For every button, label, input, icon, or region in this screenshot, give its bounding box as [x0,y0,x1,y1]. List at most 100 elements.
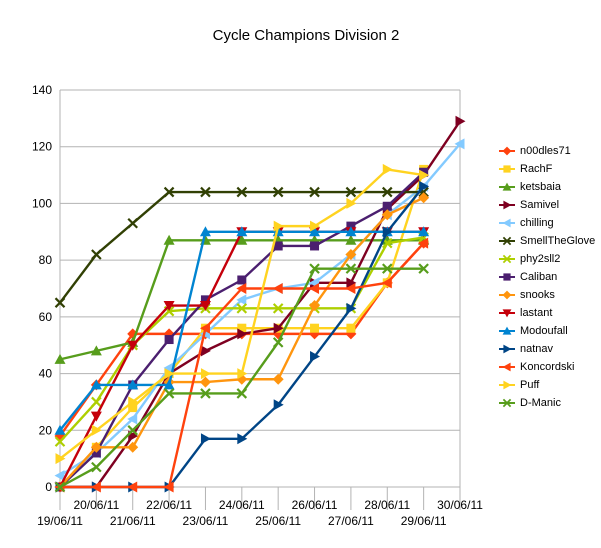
series-D-Manic [54,263,429,493]
legend-item: n00dles71 [498,142,598,160]
data-point [237,323,247,333]
data-point [309,283,320,294]
data-point [310,323,320,333]
data-point [418,226,430,237]
legend-item: Modoufall [498,322,598,340]
y-tick-label: 140 [32,83,52,97]
data-point [237,328,248,340]
data-point [237,433,248,445]
data-point [127,340,139,351]
data-point [163,362,174,374]
data-point [502,362,511,372]
data-point [91,424,102,436]
data-point [502,218,511,228]
legend-label: ketsbaia [520,181,561,193]
axis-layer: 0 20 40 60 80 100 120 140 19/06/11 20/06/11 21/06/… [32,83,483,528]
data-point [418,263,429,274]
legend-swatch [499,344,515,354]
data-point [163,301,175,312]
data-point [90,441,102,453]
legend-label: SmellTheGlove [520,235,596,247]
data-point [200,186,211,198]
data-point [237,275,247,285]
data-point [200,368,211,380]
legend-swatch-marker [502,309,512,318]
y-tick-label: 60 [39,310,53,324]
x-tick-label: 28/06/11 [364,498,410,512]
data-point [272,303,284,314]
data-point [163,481,174,493]
data-point [418,192,430,204]
data-point [164,335,174,345]
data-point [419,169,430,181]
y-tick-label: 120 [32,140,52,154]
data-point [503,200,512,210]
data-point [91,461,102,473]
data-point [502,326,512,335]
legend-swatch [499,254,515,264]
legend-label: Caliban [520,271,558,283]
data-point [382,163,393,175]
series-line [59,143,461,477]
data-point [345,263,357,274]
legend-swatch [499,273,515,281]
data-point [502,309,512,318]
legend-item: SmellTheGlove [498,232,598,250]
data-point [91,249,102,260]
data-point [200,433,211,445]
data-point [199,322,210,334]
data-point [54,297,66,308]
legend-swatch [499,236,515,246]
data-point [236,294,247,306]
data-point [127,218,139,229]
legend-label: phy2sll2 [520,253,561,265]
x-tick-label: 30/06/11 [437,498,483,512]
legend-item: Caliban [498,268,598,286]
legend-swatch-marker [502,326,512,335]
data-point [90,379,102,390]
data-point [272,337,284,348]
legend-label: n00dles71 [520,145,571,157]
y-tick-label: 80 [39,253,53,267]
data-point [199,301,211,312]
data-point [91,448,101,458]
data-point [127,379,139,390]
data-point [273,399,284,411]
data-point [54,424,66,435]
series-Puff [55,163,430,465]
x-tick-label: 27/06/11 [328,514,374,528]
data-point [309,186,320,198]
legend-item: lastant [498,304,598,322]
legend-item: phy2sll2 [498,250,598,268]
data-point [272,186,284,198]
data-point [503,273,511,281]
legend-item: ketsbaia [498,178,598,196]
data-point [236,226,248,237]
legend-swatch-marker [502,218,511,228]
legend-label: lastant [520,307,553,319]
data-point [272,373,284,385]
data-point [90,345,102,356]
data-point [346,323,356,333]
legend-swatch [499,146,515,156]
data-point [163,388,175,399]
data-point [503,165,511,173]
legend-label: natnav [520,343,554,355]
x-tick-label: 20/06/11 [73,498,119,512]
series-chilling [54,138,465,482]
data-point [309,300,321,312]
legend-swatch-marker [503,273,511,281]
legend-item: snooks [498,286,598,304]
data-point [310,351,321,363]
legend-item: natnav [498,340,598,358]
y-tick-label: 20 [39,423,53,437]
legend-swatch [499,398,515,408]
x-tick-label: 24/06/11 [219,498,265,512]
data-point [382,201,392,211]
x-tick-label: 25/06/11 [255,514,301,528]
data-point [345,234,357,245]
legend-swatch [499,362,515,372]
data-point [273,322,284,334]
x-tick-label: 23/06/11 [183,514,229,528]
